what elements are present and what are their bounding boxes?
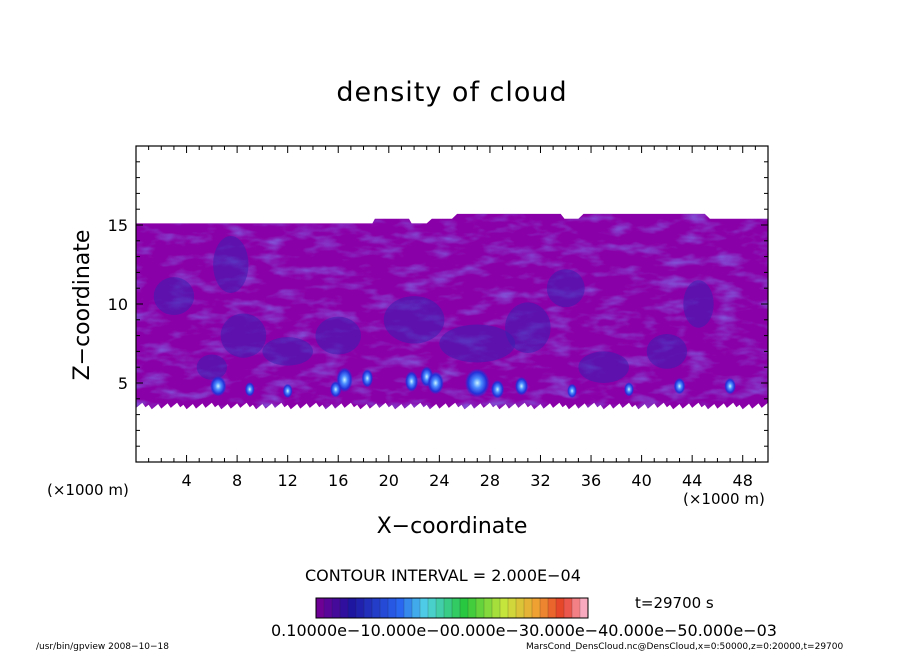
x-unit-right: (×1000 m) [683,490,765,508]
x-tick-label: 24 [429,471,449,490]
convective-cell [624,382,634,397]
colorbar-cell [492,598,501,618]
colorbar-cell [444,598,453,618]
dark-patch [646,334,688,369]
contour-interval: CONTOUR INTERVAL = 2.000E−04 [305,566,581,585]
x-tick-label: 40 [631,471,651,490]
x-tick-label: 4 [181,471,191,490]
y-tick-label: 5 [118,374,128,393]
y-axis-label: Z−coordinate [70,229,95,381]
y-tick-label: 15 [108,216,128,235]
colorbar-cell [396,598,405,618]
x-tick-label: 44 [682,471,702,490]
colorbar-cell [380,598,389,618]
x-tick-label: 20 [379,471,399,490]
convective-cell [490,380,505,399]
colorbar-cell [540,598,549,618]
colorbar-cell [324,598,333,618]
x-unit-left: (×1000 m) [47,481,129,499]
colorbar-cell [580,598,589,618]
colorbar-cell [388,598,397,618]
colorbar-cell [572,598,581,618]
dark-patch [383,296,445,344]
convective-cell [567,383,578,399]
convective-cell [282,383,293,399]
convective-cell [361,369,374,388]
x-tick-label: 32 [530,471,550,490]
colorbar-cell [372,598,381,618]
colorbar-cell [532,598,541,618]
dark-patch [315,316,361,355]
colorbar-cell [428,598,437,618]
convective-cell [514,376,529,396]
x-tick-label: 12 [278,471,298,490]
x-tick-label: 36 [581,471,601,490]
colorbar-cell [516,598,525,618]
x-tick-label: 8 [232,471,242,490]
colorbar-tick-labels: 0.10000e−10.000e−00.000e−30.000e−40.000e… [271,621,777,640]
dark-patch [220,313,267,358]
colorbar-cell [564,598,573,618]
colorbar-cell [420,598,429,618]
x-tick-label: 48 [733,471,753,490]
colorbar-cell [476,598,485,618]
chart-title: density of cloud [336,77,568,108]
footer-left: /usr/bin/gpview 2008−10−18 [36,642,170,652]
colorbar-cell [524,598,533,618]
dark-patch [262,337,313,366]
colorbar-cell [412,598,421,618]
colorbar-cell [436,598,445,618]
x-tick-label: 28 [480,471,500,490]
colorbar-cell [500,598,509,618]
y-tick-label: 10 [108,295,128,314]
convective-cell [404,371,419,392]
colorbar-cell [404,598,413,618]
colorbar-cell [548,598,557,618]
convective-cell [244,382,255,397]
colorbar-cell [468,598,477,618]
convective-cell [464,368,490,398]
convective-cell [329,381,342,398]
colorbar-cell [332,598,341,618]
dark-patch [196,354,228,380]
footer-right: MarsCond_DensCloud.nc@DensCloud,x=0:5000… [526,642,844,652]
colorbar-cell [364,598,373,618]
convective-cell [427,371,444,395]
x-axis-label: X−coordinate [0,516,904,538]
convective-cell [209,375,227,397]
convective-cell [724,377,736,395]
colorbar-cell [508,598,517,618]
dark-patch [546,269,585,308]
dark-patch [439,324,516,363]
convective-cell [673,377,686,395]
colorbar-cell [340,598,349,618]
colorbar-cell [356,598,365,618]
colorbar-cell [348,598,357,618]
colorbar-cell [484,598,493,618]
x-tick-label: 16 [328,471,348,490]
colorbar-cell [316,598,325,618]
time-label: t=29700 s [635,594,714,612]
colorbar-frame [315,597,589,619]
dark-patch [578,351,629,384]
colorbar-cell [460,598,469,618]
dark-patch [505,302,551,353]
dark-patch [683,280,714,328]
dark-patch [213,236,249,293]
x-axis-label-text: X−coordinate [376,514,528,539]
colorbar-cell [452,598,461,618]
colorbar-cell [556,598,565,618]
dark-patch [153,277,195,316]
